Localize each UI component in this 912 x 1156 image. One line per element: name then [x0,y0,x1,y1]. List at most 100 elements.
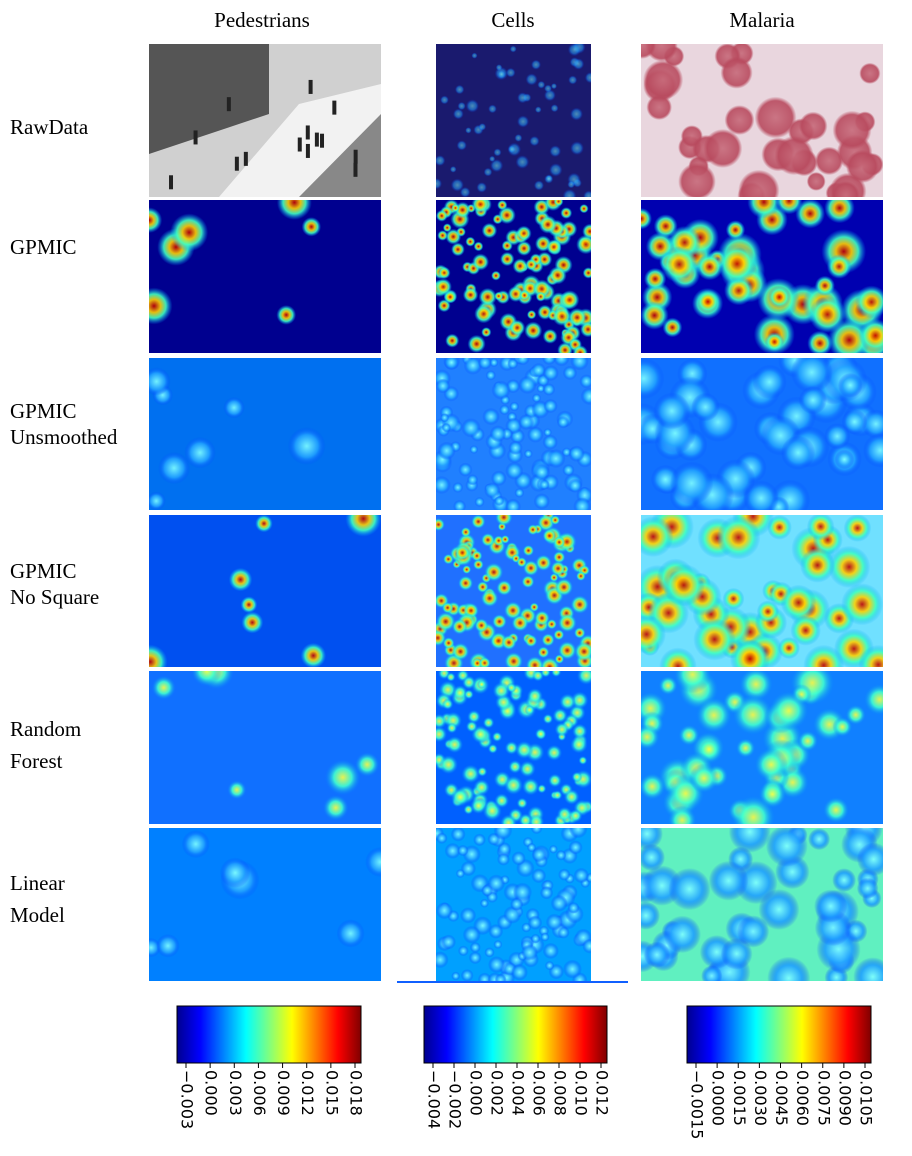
blob [532,847,547,862]
blob [488,956,505,973]
blob [517,557,527,567]
blob [814,889,847,922]
tick-label: 0.0060 [793,1070,812,1126]
blob [567,181,575,189]
image-panel [628,29,884,211]
panel-bg [436,44,591,197]
blob [579,204,588,213]
tick-label: 0.0000 [709,1070,728,1126]
blob [560,207,572,219]
blob [142,367,170,395]
tick-label: 0.015 [322,1070,341,1116]
blob [438,267,451,280]
blob [572,772,583,783]
blob [442,602,454,614]
blob [643,60,683,100]
blob [775,136,814,175]
blob [495,509,512,526]
blob [435,278,452,295]
blob [543,383,556,396]
blob [529,136,539,146]
row-label: RawData [10,115,89,139]
row-label-line: Unsmoothed [10,425,118,449]
blob [535,106,542,113]
tick-label: 0.0015 [730,1070,749,1126]
blob [569,840,583,854]
blob [823,797,849,823]
row-label-line: Forest [10,749,63,773]
blob [461,527,471,537]
blob [170,213,208,251]
tick-label: 0.012 [593,1070,612,1116]
blob [440,96,449,105]
blob [543,365,559,381]
tick-label: 0.000 [467,1070,486,1116]
blob [640,301,668,329]
tick-label: 0.008 [551,1070,570,1116]
image-panel [149,44,381,197]
column-header: Pedestrians [214,8,310,32]
blob [568,43,581,56]
blob [455,85,464,94]
person [298,138,302,152]
panel-bg [149,515,381,667]
blob [453,109,464,120]
blob [488,744,498,754]
blob [644,942,670,968]
blob [537,81,545,89]
blob [510,898,523,911]
blob [833,111,872,150]
blob [759,889,800,930]
blob [452,643,470,661]
blob [528,814,544,830]
blob [564,789,580,805]
blob [518,414,534,430]
blob [542,633,555,646]
blob [481,885,493,897]
blob [525,635,538,648]
blob [549,845,558,854]
blob [509,402,519,412]
image-panel [634,656,896,840]
tick-label: 0.009 [274,1070,293,1116]
blob [574,868,589,883]
blob [465,237,475,247]
blob [551,895,568,912]
blob [482,223,498,239]
image-panel [631,185,893,361]
blob [469,951,482,964]
blob [465,127,471,133]
blob [528,915,542,929]
blob [543,399,557,413]
blob [498,206,516,224]
person [194,130,198,144]
blob [158,452,190,484]
blob [524,449,533,458]
blob [471,514,485,528]
blob [521,944,538,961]
blob [838,373,863,398]
blob [508,145,516,153]
blob [585,72,596,83]
blob [473,834,486,847]
blob [539,479,550,490]
blob [255,515,273,533]
blob [152,676,176,700]
panel-content [627,495,898,685]
blob [440,413,449,422]
blob [721,938,753,970]
blob [501,535,510,544]
blob [445,334,459,348]
tick-label: −0.003 [178,1070,197,1129]
blob [863,433,897,467]
blob [857,843,891,877]
blob [496,64,503,71]
blob [492,732,502,742]
image-panel [431,41,596,203]
blob [543,329,558,344]
row-label-line: GPMIC [10,399,77,423]
blob [628,31,656,59]
blob [493,148,501,156]
blob [433,476,451,494]
blob [527,524,538,535]
